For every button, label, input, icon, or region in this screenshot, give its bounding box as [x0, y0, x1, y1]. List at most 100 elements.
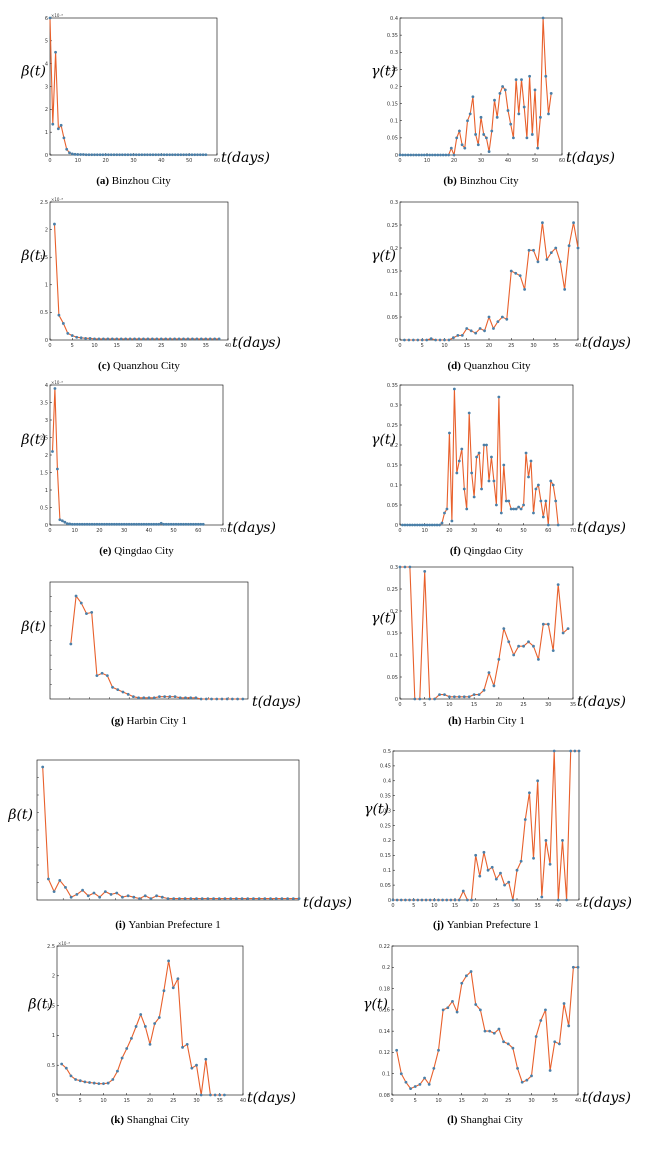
- data-point: [57, 313, 61, 317]
- data-point: [54, 50, 57, 54]
- data-point: [162, 989, 166, 993]
- x-tick-label: 0: [55, 1098, 58, 1104]
- data-point: [532, 644, 535, 648]
- data-point: [403, 565, 407, 569]
- y-tick-label: 2.5: [40, 200, 48, 206]
- data-point: [406, 153, 410, 157]
- data-point: [516, 1066, 519, 1070]
- data-point: [199, 697, 203, 701]
- y-tick-label: 0: [395, 153, 398, 159]
- data-point: [450, 519, 454, 523]
- data-point: [460, 143, 464, 147]
- data-point: [90, 522, 94, 526]
- data-point: [556, 898, 560, 902]
- data-point: [439, 153, 442, 157]
- data-point: [75, 335, 79, 339]
- chart-panel-10: 0 5 10 15 20 25 30 35 40 45 0 0.05 0.1 0.15 0.2 0.25 0.3…: [364, 749, 632, 931]
- data-point: [179, 153, 183, 157]
- data-point: [499, 871, 502, 875]
- data-point: [440, 521, 444, 525]
- data-point: [200, 897, 204, 900]
- data-point: [171, 153, 174, 157]
- data-point: [138, 897, 141, 900]
- data-point: [539, 499, 543, 503]
- data-point: [176, 153, 180, 157]
- panel-caption: (l) Shanghai City: [447, 1114, 523, 1126]
- data-point: [125, 1047, 129, 1050]
- y-tick-label: 2.5: [40, 435, 48, 441]
- data-point: [412, 153, 415, 157]
- data-point: [480, 487, 483, 491]
- data-point: [541, 515, 545, 519]
- x-tick-label: 30: [130, 158, 136, 164]
- series-line: [61, 960, 225, 1096]
- data-point: [576, 965, 580, 969]
- caption-text: Qingdao City: [464, 545, 524, 557]
- y-tick-label: 0.2: [390, 443, 398, 449]
- data-point: [504, 499, 508, 503]
- data-point: [213, 337, 217, 341]
- data-point: [469, 329, 473, 333]
- x-tick-label: 10: [100, 1098, 106, 1104]
- data-point: [199, 522, 203, 526]
- y-tick-label: 3.5: [40, 400, 48, 406]
- data-point: [189, 897, 193, 900]
- x-tick-label: 30: [471, 528, 477, 534]
- y-tick-label: 0: [388, 898, 391, 904]
- y-tick-label: 0.05: [387, 136, 398, 142]
- data-point: [502, 627, 506, 630]
- y-tick-label: 0.35: [387, 33, 398, 39]
- data-point: [420, 338, 424, 342]
- data-point: [144, 522, 148, 526]
- data-point: [51, 122, 55, 126]
- data-point: [408, 523, 412, 527]
- data-point: [425, 523, 429, 527]
- data-point: [98, 895, 102, 899]
- data-point: [498, 91, 502, 95]
- series-line: [393, 750, 579, 901]
- y-tick-label: 0.12: [379, 1050, 390, 1056]
- x-tick-label: 25: [505, 1098, 511, 1104]
- data-point: [445, 898, 449, 902]
- data-point: [106, 337, 110, 341]
- y-tick-label: 1: [45, 283, 48, 289]
- y-tick-label: 0.25: [380, 823, 391, 829]
- plot-frame: [49, 581, 249, 700]
- x-tick-label: 20: [472, 903, 478, 909]
- x-axis-label: t(days): [247, 1090, 296, 1106]
- data-point: [181, 1045, 184, 1049]
- data-point: [257, 897, 261, 900]
- plot-frame: [391, 945, 579, 1096]
- y-tick-label: 0.3: [390, 50, 398, 56]
- y-tick-label: 1.5: [40, 470, 48, 476]
- plot-frame: [399, 201, 579, 341]
- data-point: [514, 271, 518, 275]
- x-tick-label: 30: [545, 702, 551, 708]
- x-axis-label: t(days): [577, 694, 626, 710]
- data-point: [140, 153, 144, 157]
- data-point: [569, 749, 573, 753]
- data-point: [126, 692, 130, 696]
- x-tick-label: 35: [203, 343, 209, 349]
- data-point: [177, 522, 180, 526]
- data-point: [420, 523, 424, 527]
- x-axis-label: t(days): [582, 335, 631, 351]
- data-point: [537, 658, 540, 661]
- x-tick-label: 25: [493, 903, 499, 909]
- data-point: [465, 507, 469, 511]
- data-point: [408, 565, 412, 569]
- data-point: [554, 246, 558, 250]
- data-point: [172, 522, 175, 526]
- data-point: [451, 999, 454, 1003]
- x-tick-label: 50: [170, 528, 176, 534]
- data-point: [149, 897, 153, 900]
- data-point: [447, 153, 450, 157]
- data-point: [446, 1006, 450, 1010]
- x-tick-label: 20: [147, 1098, 153, 1104]
- x-tick-label: 5: [423, 702, 426, 708]
- data-point: [291, 897, 295, 900]
- data-point: [65, 522, 69, 525]
- data-point: [116, 1069, 119, 1073]
- data-point: [506, 1042, 510, 1046]
- data-point: [423, 523, 427, 527]
